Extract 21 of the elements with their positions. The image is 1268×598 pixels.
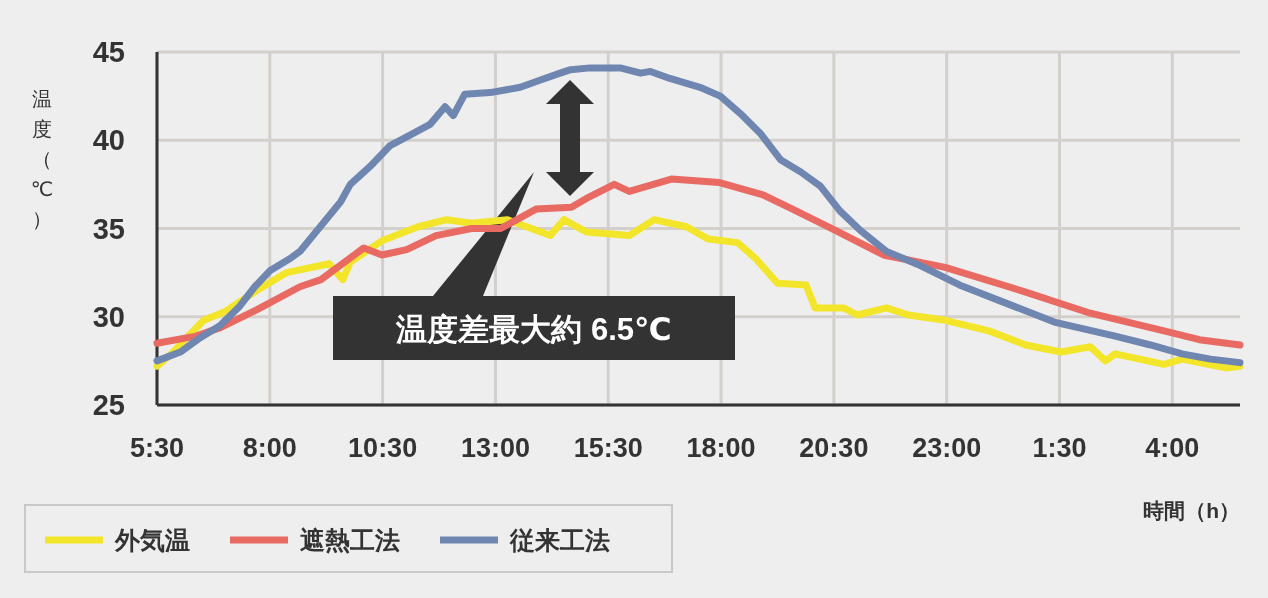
y-tick-label: 30: [92, 300, 125, 333]
legend-label: 従来工法: [509, 526, 610, 554]
legend-label: 外気温: [114, 526, 190, 554]
y-tick-label: 25: [92, 389, 125, 421]
y-tick-label: 35: [92, 212, 125, 245]
y-axis-title: 温度（℃）: [30, 88, 54, 230]
annotation: 温度差最大約 6.5℃: [395, 312, 672, 347]
x-tick-label: 23:00: [912, 433, 982, 463]
x-tick-label: 18:00: [686, 433, 756, 463]
x-tick-label: 15:30: [573, 433, 643, 463]
x-axis-title: 時間（h）: [1143, 499, 1240, 522]
x-tick-label: 1:30: [1032, 433, 1087, 463]
y-tick-label: 45: [92, 36, 125, 68]
x-tick-label: 4:00: [1145, 433, 1200, 463]
y-tick-label: 40: [92, 124, 125, 157]
legend-label: 遮熱工法: [300, 526, 400, 554]
x-tick-label: 10:30: [348, 433, 418, 463]
x-tick-label: 8:00: [242, 433, 297, 463]
x-tick-label: 5:30: [129, 433, 185, 463]
x-tick-label: 20:30: [799, 433, 869, 463]
x-tick-label: 13:00: [460, 433, 530, 463]
